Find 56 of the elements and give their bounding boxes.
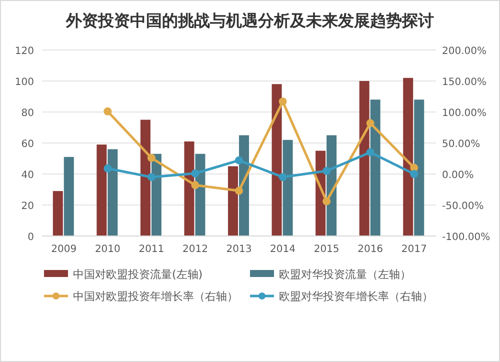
- point: [104, 107, 112, 116]
- bar: [282, 140, 293, 236]
- y2-tick-label: 200.00%: [442, 46, 486, 57]
- y-tick-label: 0: [28, 232, 34, 243]
- y2-tick-label: 150.00%: [442, 77, 486, 88]
- bar: [370, 100, 380, 236]
- point: [191, 181, 200, 190]
- y-tick-label: 80: [21, 108, 34, 119]
- x-tick-label: 2014: [270, 244, 296, 255]
- x-tick-label: 2015: [314, 244, 340, 255]
- point: [366, 119, 374, 128]
- bar: [228, 166, 238, 236]
- legend-label: 欧盟对华投资流量（左轴）: [279, 268, 411, 281]
- y2-tick-label: 50.00%: [442, 139, 480, 150]
- point: [235, 186, 243, 195]
- legend-label: 中国对欧盟投资年增长率（右轴）: [73, 290, 238, 303]
- bar: [52, 191, 63, 236]
- legend-label: 中国对欧盟投资流量(左轴): [73, 268, 203, 281]
- point: [147, 154, 156, 162]
- x-tick-label: 2012: [182, 244, 208, 255]
- x-tick-label: 2010: [94, 244, 120, 255]
- bar: [96, 144, 107, 236]
- point: [366, 148, 374, 156]
- x-tick-label: 2011: [138, 244, 164, 255]
- legend-label: 欧盟对华投资年增长率（右轴）: [279, 290, 433, 303]
- point: [104, 164, 112, 172]
- bar: [184, 141, 194, 236]
- y-tick-label: 60: [21, 139, 34, 150]
- x-tick-label: 2009: [51, 244, 77, 255]
- x-tick-label: 2016: [358, 244, 384, 255]
- x-tick-label: 2017: [401, 244, 427, 255]
- y2-tick-label: 0.00%: [442, 170, 474, 181]
- bar: [414, 100, 424, 236]
- x-tick-label: 2013: [226, 244, 252, 255]
- bar: [403, 78, 414, 236]
- y-tick-label: 40: [21, 170, 34, 181]
- bar: [272, 84, 282, 236]
- y2-tick-label: 100.00%: [442, 108, 486, 119]
- bar: [140, 120, 150, 236]
- point: [191, 169, 200, 178]
- point: [235, 156, 243, 164]
- bar: [108, 149, 118, 236]
- y2-tick-label: -50.00%: [442, 201, 484, 212]
- bar: [359, 81, 370, 236]
- y-tick-label: 100: [14, 77, 34, 88]
- point: [278, 97, 287, 106]
- y-tick-label: 20: [21, 201, 34, 212]
- point: [278, 173, 287, 182]
- point: [322, 197, 331, 206]
- bar: [64, 156, 74, 236]
- y-tick-label: 120: [14, 46, 34, 57]
- point: [147, 173, 156, 182]
- y2-tick-label: -100.00%: [442, 232, 490, 243]
- point: [410, 170, 418, 178]
- chart-title: 外资投资中国的挑战与机遇分析及未来发展趋势探讨: [65, 11, 434, 30]
- point: [322, 166, 331, 175]
